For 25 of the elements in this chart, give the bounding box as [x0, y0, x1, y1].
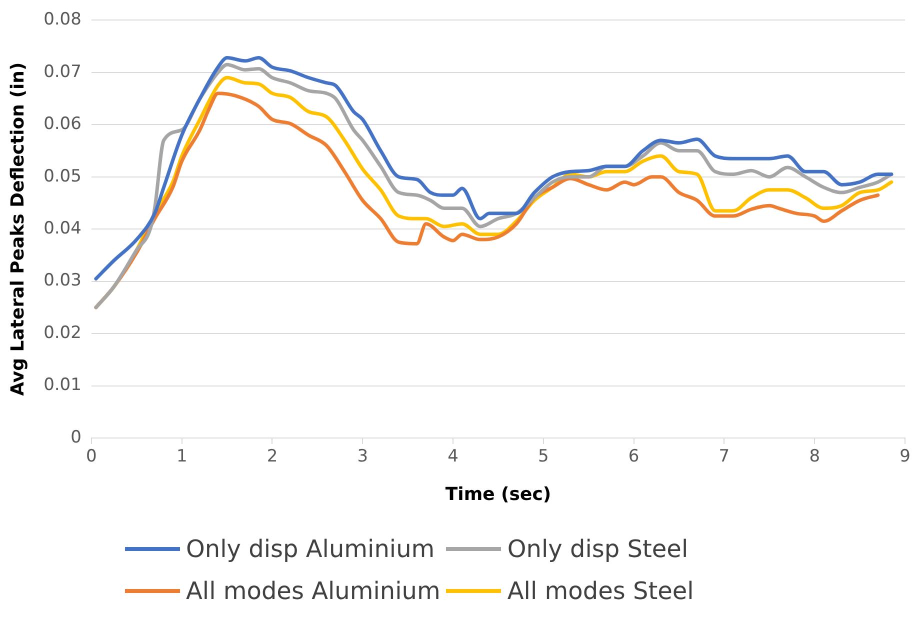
y-tick-label: 0	[70, 427, 82, 448]
y-tick-label: 0.03	[44, 270, 82, 291]
y-tick-label: 0.04	[44, 218, 82, 239]
legend-label: All modes Steel	[507, 577, 694, 605]
x-tick-label: 7	[718, 446, 730, 467]
x-tick-label: 0	[86, 446, 97, 467]
y-axis-title: Avg Lateral Peaks Deflection (in)	[7, 62, 28, 396]
x-tick-label: 4	[448, 446, 458, 467]
x-tick-label: 9	[900, 446, 910, 467]
x-axis-title: Time (sec)	[445, 484, 552, 505]
legend-label: All modes Aluminium	[186, 577, 440, 605]
x-tick-label: 6	[628, 446, 640, 467]
x-tick-label: 5	[538, 446, 549, 467]
y-tick-label: 0.02	[44, 322, 82, 343]
legend-label: Only disp Steel	[507, 535, 688, 563]
y-tick-label: 0.05	[44, 166, 82, 186]
y-tick-label: 0.08	[44, 10, 82, 30]
x-tick-label: 3	[357, 446, 368, 467]
x-tick-label: 2	[266, 446, 278, 467]
x-tick-label: 8	[809, 446, 820, 467]
x-tick-label: 1	[176, 446, 188, 467]
y-tick-label: 0.01	[44, 375, 82, 396]
y-tick-label: 0.06	[44, 114, 82, 134]
legend-label: Only disp Aluminium	[186, 535, 435, 563]
y-tick-label: 0.07	[44, 62, 82, 82]
